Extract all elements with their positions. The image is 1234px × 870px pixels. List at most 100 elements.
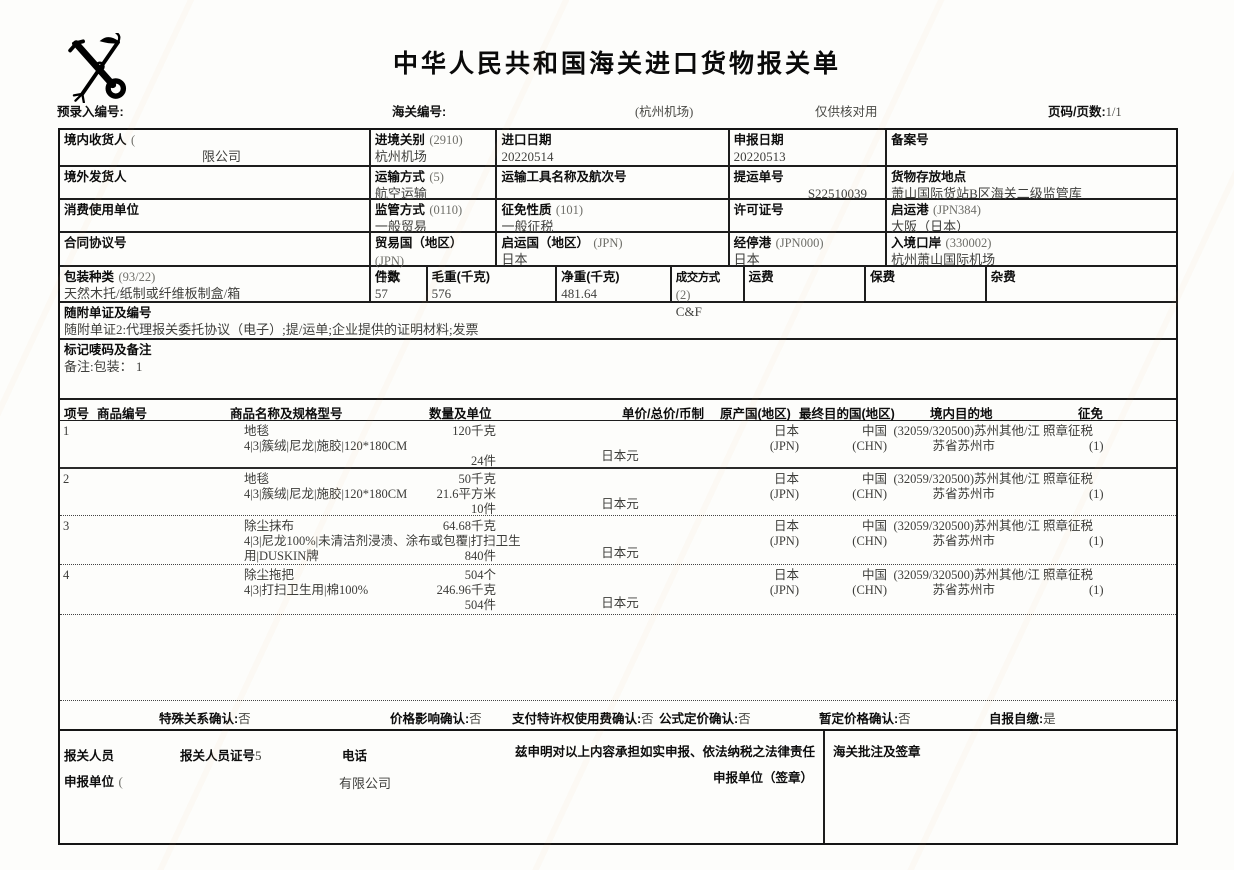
packing-type-label: 包装种类 (64, 270, 115, 284)
item-spec: 4|3|簇绒|尼龙|施胶|120*180CM (244, 439, 408, 453)
field-contract-no: 合同协议号 (60, 233, 371, 265)
confirmation-self-declare-pay: 自报自缴:是 (989, 712, 1056, 726)
field-transport-mode: 运输方式 (5) 航空运输 (371, 167, 498, 201)
levy-nature-label: 征免性质 (501, 203, 552, 217)
item-domestic-dest: (32059/320500)苏州其他/江 苏省苏州市 (893, 472, 1040, 501)
field-trade-country: 贸易国（地区） (JPN) 日本 (371, 233, 498, 285)
item-spec: 4|3|打扫卫生用|棉100% (244, 583, 369, 597)
field-departure-port: 启运港 (JPN384) 大阪（日本） (887, 200, 1176, 234)
item-duty: 照章征税 (1) (1043, 519, 1104, 548)
entry-customs-value: 杭州机场 (374, 149, 427, 164)
customs-office: (杭州机场) (635, 105, 694, 119)
signature-label: 申报单位（签章） (712, 771, 813, 785)
field-storage-place: 货物存放地点 萧山国际货站B区海关二级监管库 (887, 167, 1176, 201)
storage-place-value: 萧山国际货站B区海关二级监管库 (891, 186, 1082, 201)
customs-notes-label: 海关批注及签章 (833, 745, 921, 759)
item-duty: 照章征税 (1) (1043, 424, 1104, 453)
declare-unit: 申报单位 ( (64, 774, 123, 789)
goods-header-item-no: 项号 (64, 407, 90, 421)
bill-no-label: 提运单号 (733, 170, 784, 184)
item-name: 除尘抹布 (244, 519, 295, 533)
item-origin-country: 日本 (JPN) (769, 472, 799, 501)
transport-tool-label: 运输工具名称及航次号 (501, 170, 627, 184)
transport-mode-label: 运输方式 (374, 170, 425, 184)
item-currency: 日本元 (601, 546, 639, 560)
item-no: 4 (63, 568, 70, 582)
field-pieces: 件数 57 (371, 267, 428, 301)
confirmations-row: 特殊关系确认:否 价格影响确认:否 支付特许权使用费确认:否 公式定价确认:否 … (60, 701, 1176, 731)
departure-port-label: 启运港 (891, 203, 929, 217)
field-gross-weight: 毛重(千克) 576 (428, 267, 558, 301)
net-weight-value: 481.64 (561, 286, 597, 301)
supervision-mode-value: 一般贸易 (374, 219, 427, 234)
meta-row: 预录入编号: 海关编号: (杭州机场) 仅供核对用 页码/页数:1/1 (0, 101, 1234, 119)
field-net-weight: 净重(千克) 481.64 (557, 267, 672, 301)
goods-header-name-spec: 商品名称及规格型号 (230, 407, 343, 421)
consignee-value: 限公司 (202, 149, 242, 164)
pieces-label: 件数 (374, 270, 400, 284)
field-levy-nature: 征免性质 (101) 一般征税 (497, 200, 730, 234)
declare-date-value: 20220513 (733, 149, 786, 164)
trade-country-value: 日本 (374, 270, 401, 285)
transit-port-value: 日本 (733, 252, 760, 267)
item-domestic-dest: (32059/320500)苏州其他/江 苏省苏州市 (893, 568, 1040, 597)
supervision-mode-label: 监管方式 (374, 203, 425, 217)
declare-unit-value: 有限公司 (339, 776, 392, 791)
field-consumer-unit: 消费使用单位 (60, 200, 371, 231)
declaration-statement: 兹申明对以上内容承担如实申报、依法纳税之法律责任 (514, 745, 815, 759)
goods-header-commodity-code: 商品编号 (97, 407, 148, 421)
contract-no-label: 合同协议号 (64, 236, 127, 250)
entry-customs-label: 进境关别 (374, 133, 425, 147)
packing-type-value: 天然木托/纸制或纤维板制盒/箱 (64, 286, 241, 301)
departure-country-value: 日本 (501, 252, 528, 267)
transaction-mode-value: C&F (675, 304, 702, 319)
gross-weight-value: 576 (431, 286, 452, 301)
field-freight: 运费 (745, 267, 867, 301)
form-title: 中华人民共和国海关进口货物报关单 (392, 50, 841, 78)
import-date-value: 20220514 (501, 149, 554, 164)
item-no: 3 (63, 519, 70, 533)
confirmation-royalty-payment: 支付特许权使用费确认:否 (512, 712, 654, 726)
field-transport-tool: 运输工具名称及航次号 (497, 167, 730, 198)
goods-header-qty-unit: 数量及单位 (429, 407, 492, 421)
levy-nature-code: (101) (555, 203, 583, 217)
consumer-unit-label: 消费使用单位 (64, 203, 140, 217)
item-dest-country: 中国 (CHN) (852, 568, 887, 597)
grid-row-4: 合同协议号 贸易国（地区） (JPN) 日本 启运国（地区） (JPN) 日本 … (60, 233, 1176, 285)
trade-country-code: (JPN) (374, 254, 405, 268)
field-transaction-mode: 成交方式 (2) C&F (672, 267, 745, 319)
field-entry-port: 入境口岸 (330002) 杭州萧山国际机场 (887, 233, 1176, 267)
marks-notes-label: 标记唛码及备注 (64, 343, 152, 357)
field-entry-customs: 进境关别 (2910) 杭州机场 (371, 130, 498, 165)
grid-row-5: 包装种类 (93/22) 天然木托/纸制或纤维板制盒/箱 件数 57 毛重(千克… (60, 267, 1176, 319)
transit-port-code: (JPN000) (775, 236, 824, 250)
confirmation-price-influence: 价格影响确认:否 (390, 712, 482, 726)
entry-port-value: 杭州萧山国际机场 (891, 252, 996, 267)
trade-country-label: 贸易国（地区） (374, 236, 463, 250)
goods-header-dest-country: 最终目的国(地区) (799, 407, 895, 421)
item-qty: 64.68千克 840件 (442, 519, 496, 563)
item-duty: 照章征税 (1) (1043, 472, 1104, 501)
import-date-label: 进口日期 (501, 133, 552, 147)
goods-header-origin-country: 原产国(地区) (720, 407, 791, 421)
attached-docs-label: 随附单证及编号 (64, 306, 152, 320)
misc-fee-label: 杂费 (990, 270, 1016, 284)
entry-port-code: (330002) (945, 236, 992, 250)
item-spec: 4|3|尼龙100%|未清洁剂浸渍、涂布或包覆|打扫卫生用|DUSKIN牌 (244, 534, 521, 563)
item-origin-country: 日本 (JPN) (769, 519, 799, 548)
declarant-block: 报关人员 报关人员证号5 电话 兹申明对以上内容承担如实申报、依法纳税之法律责任… (60, 731, 825, 843)
field-consignee: 境内收货人 ( 限公司 (60, 130, 371, 165)
field-marks-notes: 标记唛码及备注 备注:包装： 1 (60, 340, 1176, 398)
item-qty: 504个 246.96千克 504件 (436, 568, 496, 612)
license-no-label: 许可证号 (733, 203, 784, 217)
field-insurance: 保费 (866, 267, 987, 301)
goods-row-2: 2 地毯 4|3|簇绒|尼龙|施胶|120*180CM 50千克 21.6平方米 1… (60, 469, 1176, 516)
field-departure-country: 启运国（地区） (JPN) 日本 (497, 233, 730, 267)
confirmation-provisional-price: 暂定价格确认:否 (819, 712, 911, 726)
entry-port-label: 入境口岸 (891, 236, 942, 250)
field-supervision-mode: 监管方式 (0110) 一般贸易 (371, 200, 498, 234)
item-spec: 4|3|簇绒|尼龙|施胶|120*180CM (244, 487, 408, 501)
grid-row-1: 境内收货人 ( 限公司 进境关别 (2910) 杭州机场 进口日期 202205… (60, 130, 1176, 167)
field-record-no: 备案号 (887, 130, 1176, 165)
item-dest-country: 中国 (CHN) (852, 519, 887, 548)
